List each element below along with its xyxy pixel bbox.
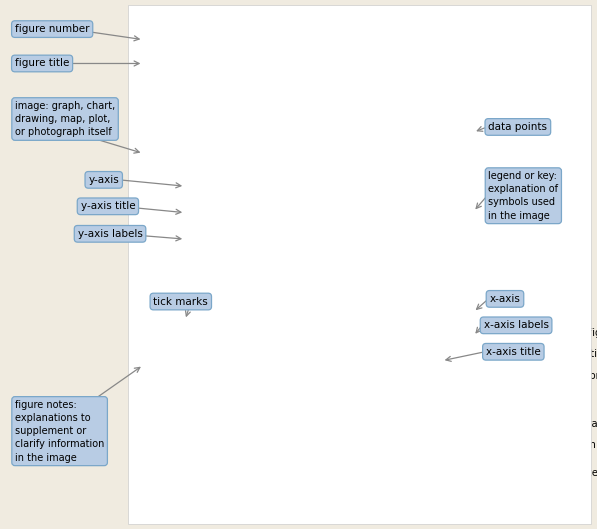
Text: tick marks: tick marks (153, 297, 208, 306)
Friday (276, 216, 284, 222)
Text: Note.: Note. (146, 329, 173, 338)
Text: x-axis title: x-axis title (486, 347, 541, 357)
Text: ᶜA probability note (for p values) appears as a separate paragraph below any spe: ᶜA probability note (for p values) appea… (146, 468, 597, 478)
Text: figure number: figure number (15, 24, 90, 34)
Friday (391, 174, 398, 180)
Text: image: graph, chart,
drawing, map, plot,
or photograph itself: image: graph, chart, drawing, map, plot,… (15, 101, 115, 137)
Line: Friday: Friday (220, 149, 455, 222)
Text: x-axis: x-axis (490, 294, 521, 304)
Friday (448, 148, 455, 154)
Bar (128, 5, 591, 524)
Text: abbreviations (see Sections 7.15 and 7.28) and the copyright attribution for a r: abbreviations (see Sections 7.15 and 7.2… (146, 371, 597, 380)
Monday (220, 216, 227, 222)
Legend: Friday, Monday: Friday, Monday (376, 213, 463, 256)
Monday (391, 182, 398, 188)
Monday (334, 216, 341, 222)
Friday (220, 199, 227, 205)
Text: data points: data points (488, 122, 547, 132)
Monday (448, 169, 455, 175)
Text: Figure 1: Figure 1 (146, 33, 208, 46)
Text: appears first and contains information needed to understand the figure, includin: appears first and contains information n… (146, 350, 597, 359)
Text: a: a (227, 191, 233, 200)
Text: y-axis labels: y-axis labels (78, 229, 143, 239)
Line: Monday: Monday (220, 169, 455, 256)
Text: figure notes:
explanations to
supplement or
clarify information
in the image: figure notes: explanations to supplement… (15, 400, 104, 462)
Text: c: c (341, 218, 346, 227)
X-axis label: Time of Day: Time of Day (301, 346, 373, 359)
Text: figure title: figure title (15, 59, 69, 68)
Text: Changes in Work Attitude as a Function of Day and Time: Changes in Work Attitude as a Function o… (146, 55, 481, 68)
Text: quent probability notes follow in the same paragraph (see Section 7.28).: quent probability notes follow in the sa… (146, 489, 509, 499)
Text: x-axis labels: x-axis labels (484, 321, 549, 330)
Text: y-axis: y-axis (88, 175, 119, 185)
Text: ᵃA specific note explains a particular element of the figure and appears in a se: ᵃA specific note explains a particular e… (146, 419, 597, 429)
Text: b: b (284, 252, 290, 261)
Text: adapted figure (see Section 7.7).: adapted figure (see Section 7.7). (146, 392, 314, 402)
Friday (334, 182, 341, 188)
Text: y-axis title: y-axis title (81, 202, 135, 211)
Y-axis label: Work Attitude: Work Attitude (170, 175, 183, 256)
Text: This figure demonstrates the elements of a prototypical figure. A general note t: This figure demonstrates the elements of… (169, 329, 597, 338)
Monday (276, 250, 284, 256)
Text: legend or key:
explanation of
symbols used
in the image: legend or key: explanation of symbols us… (488, 171, 558, 221)
Text: any general notes. ᵇ Subsequent specific notes follow in the same paragraph (see: any general notes. ᵇ Subsequent specific… (146, 441, 597, 450)
